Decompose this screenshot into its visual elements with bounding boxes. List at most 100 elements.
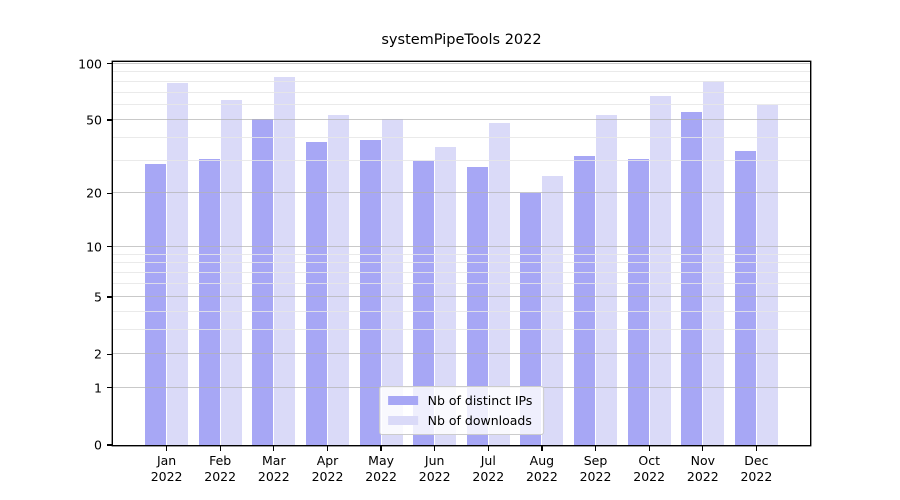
bar-may-distinct-ips: [359, 140, 381, 445]
gridline-minor-70: [113, 91, 810, 93]
x-axis: Jan 2022 Feb 2022 Mar 2022 Apr 2022 May 2022 Jun 20…: [113, 445, 810, 497]
x-tick-label: Feb 2022: [190, 453, 250, 484]
y-axis: 0 1 2 5 10 20 50 100: [0, 56, 113, 453]
bar-aug-distinct-ips: [520, 193, 542, 445]
bar-jan-distinct-ips: [145, 163, 167, 445]
y-tick-mark: [107, 62, 113, 65]
gridline-major-10: [113, 245, 810, 247]
x-tick-mark: [166, 445, 168, 451]
x-tick-label: May 2022: [351, 453, 411, 484]
legend-label-downloads: Nb of downloads: [427, 413, 532, 428]
x-tick-year: 2022: [740, 468, 773, 484]
x-tick-month: Apr: [316, 453, 339, 468]
x-tick-month: Feb: [209, 453, 232, 468]
x-tick-month: Dec: [744, 453, 769, 468]
legend-swatch-downloads-icon: [387, 415, 418, 426]
x-tick-mark: [380, 445, 382, 451]
gridline-minor-90: [113, 71, 810, 73]
bar-jan-downloads: [167, 82, 189, 445]
gridline-minor-60: [113, 104, 810, 106]
x-tick-label: Oct 2022: [619, 453, 679, 484]
bar-dec-downloads: [756, 105, 778, 445]
x-tick-label: Mar 2022: [244, 453, 304, 484]
bar-apr-distinct-ips: [305, 142, 328, 445]
x-tick-year: 2022: [686, 468, 719, 484]
chart-title: systemPipeTools 2022: [381, 32, 542, 48]
y-tick-mark: [107, 119, 113, 121]
bar-jul-distinct-ips: [466, 166, 488, 445]
x-tick-mark: [326, 445, 329, 451]
x-tick-mark: [219, 445, 221, 451]
bar-sep-distinct-ips: [573, 156, 596, 445]
x-tick-month: Oct: [638, 453, 660, 468]
bar-feb-distinct-ips: [198, 158, 220, 445]
x-tick-label: Jun 2022: [405, 453, 465, 484]
y-tick-label: 0: [94, 437, 102, 453]
bar-apr-downloads: [327, 115, 350, 445]
bar-dec-distinct-ips: [734, 151, 756, 445]
y-tick-label: 10: [86, 239, 102, 255]
x-tick-year: 2022: [365, 468, 397, 484]
y-tick-mark: [107, 192, 113, 195]
gridline-minor-3: [113, 329, 810, 331]
gridline-minor-80: [113, 80, 810, 82]
x-tick-mark: [648, 445, 650, 451]
y-tick-mark: [107, 296, 113, 298]
bar-sep-downloads: [595, 115, 618, 445]
y-tick-mark: [107, 353, 113, 355]
legend-swatch-distinct-ips-icon: [387, 395, 418, 406]
gridline-minor-30: [113, 160, 810, 162]
x-tick-month: Mar: [262, 453, 286, 468]
bar-oct-distinct-ips: [627, 158, 649, 445]
gridline-minor-9: [113, 253, 810, 255]
x-tick-month: Nov: [690, 453, 715, 468]
gridline-minor-4: [113, 311, 810, 312]
gridline-major-100: [113, 62, 810, 64]
x-tick-year: 2022: [311, 468, 344, 484]
x-tick-mark: [594, 445, 597, 451]
y-tick-mark: [107, 387, 113, 389]
x-tick-label: Jul 2022: [458, 453, 518, 484]
gridline-minor-7: [113, 272, 810, 274]
x-tick-label: Sep 2022: [566, 453, 626, 484]
x-tick-month: Aug: [529, 453, 555, 468]
x-tick-year: 2022: [579, 468, 612, 484]
gridline-major-5: [113, 295, 810, 297]
legend-row-downloads: Nb of downloads: [387, 413, 533, 428]
x-tick-month: Jun: [424, 453, 445, 468]
x-tick-label: Jan 2022: [137, 453, 197, 484]
x-tick-mark: [273, 445, 275, 451]
x-tick-year: 2022: [525, 468, 558, 484]
x-tick-mark: [702, 445, 704, 451]
x-tick-year: 2022: [633, 468, 666, 484]
x-tick-label: Dec 2022: [726, 453, 786, 484]
x-tick-year: 2022: [204, 468, 237, 484]
bar-oct-downloads: [649, 96, 671, 445]
y-tick-mark: [107, 444, 113, 446]
x-tick-label: Aug 2022: [512, 453, 572, 484]
x-tick-label: Apr 2022: [298, 453, 358, 484]
x-tick-month: Jul: [480, 453, 496, 468]
y-tick-label: 100: [78, 56, 102, 72]
plot-area: Nb of distinct IPs Nb of downloads: [113, 62, 810, 445]
gridline-minor-8: [113, 262, 810, 264]
x-tick-year: 2022: [472, 468, 505, 484]
y-tick-label: 2: [94, 346, 102, 362]
bar-mar-distinct-ips: [252, 118, 274, 445]
bar-jul-downloads: [488, 123, 510, 445]
bar-mar-downloads: [274, 76, 296, 445]
y-tick-mark: [107, 246, 113, 248]
x-tick-year: 2022: [257, 468, 290, 484]
y-tick-label: 50: [86, 112, 102, 128]
x-tick-month: Jan: [156, 453, 177, 468]
bar-jun-distinct-ips: [413, 161, 435, 445]
y-tick-label: 20: [86, 185, 102, 201]
y-tick-label: 1: [94, 380, 102, 396]
x-tick-mark: [487, 445, 489, 451]
x-tick-year: 2022: [150, 468, 183, 484]
bar-may-downloads: [381, 118, 403, 445]
gridline-minor-6: [113, 283, 810, 285]
x-tick-mark: [541, 445, 543, 451]
bar-nov-distinct-ips: [681, 112, 703, 445]
x-tick-mark: [755, 445, 757, 451]
